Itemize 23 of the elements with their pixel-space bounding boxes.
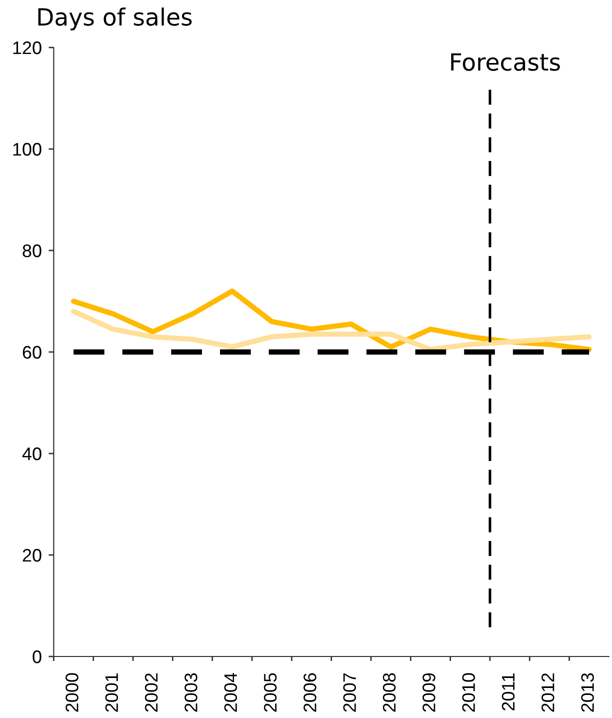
y-tick-label: 40 bbox=[22, 447, 42, 460]
y-tick-label: 80 bbox=[22, 244, 42, 258]
y-axis-title: Days of sales bbox=[38, 8, 192, 30]
x-tick-label: 2001 bbox=[105, 673, 118, 712]
x-tick-label: 2003 bbox=[184, 673, 198, 712]
x-tick-label: 2000 bbox=[66, 673, 78, 712]
y-tick-label: 100 bbox=[13, 142, 42, 156]
y-tick-label: 60 bbox=[22, 346, 42, 359]
y-tick-label: 20 bbox=[22, 548, 42, 562]
x-tick-label: 2002 bbox=[144, 673, 158, 712]
x-tick-label: 2012 bbox=[542, 673, 554, 712]
y-tick-label: 0 bbox=[32, 650, 42, 664]
x-tick-label: 2010 bbox=[462, 673, 475, 712]
x-tick-label: 2005 bbox=[264, 673, 277, 712]
x-tick-label: 2013 bbox=[581, 673, 594, 712]
x-tick-label: 2011 bbox=[502, 673, 515, 710]
ref-line-label: Forecasts bbox=[451, 53, 560, 71]
x-tick-label: 2008 bbox=[382, 673, 396, 712]
y-tick-label: 120 bbox=[13, 41, 42, 54]
x-tick-label: 2004 bbox=[224, 672, 238, 712]
x-tick-label: 2006 bbox=[304, 673, 316, 712]
x-tick-label: 2007 bbox=[343, 673, 356, 712]
x-tick-label: 2009 bbox=[422, 673, 436, 712]
